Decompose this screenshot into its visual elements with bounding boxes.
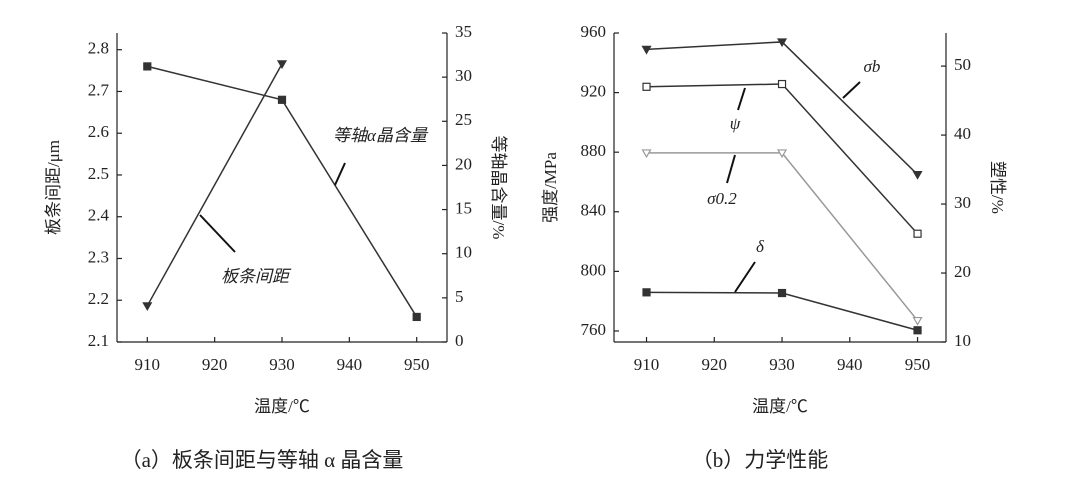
- y2-axis-label: 等轴晶含量/%: [489, 136, 508, 240]
- y-tick-label: 960: [581, 22, 607, 41]
- y-tick-label: 920: [581, 82, 607, 101]
- x-tick-label: 920: [702, 355, 728, 374]
- annotation: 板条间距: [221, 267, 292, 286]
- x-tick-label: 910: [135, 355, 161, 374]
- y-axis-label: 强度/MPa: [541, 152, 560, 223]
- marker: [777, 288, 787, 298]
- marker: [276, 60, 288, 70]
- y2-tick-label: 35: [455, 22, 472, 41]
- leader-line: [334, 162, 346, 186]
- x-tick-label: 950: [905, 355, 931, 374]
- y-tick-label: 2.8: [88, 39, 109, 58]
- caption: （a）板条间距与等轴 α 晶含量: [121, 448, 404, 472]
- x-tick-label: 940: [837, 355, 863, 374]
- x-axis-label: 温度/℃: [752, 397, 808, 416]
- annotation: σ0.2: [707, 189, 737, 208]
- y-tick-label: 760: [581, 320, 607, 339]
- marker: [776, 38, 788, 48]
- leader-line: [199, 214, 236, 253]
- marker: [913, 229, 922, 238]
- y2-tick-label: 10: [954, 331, 971, 350]
- series-line: [646, 83, 919, 235]
- x-tick-label: 940: [337, 355, 363, 374]
- marker: [642, 288, 651, 297]
- marker: [912, 170, 923, 180]
- series-line: [646, 291, 918, 331]
- series-line: [146, 63, 283, 307]
- y-tick-label: 800: [581, 260, 607, 279]
- y2-tick-label: 5: [455, 287, 464, 306]
- marker: [777, 79, 787, 89]
- x-tick-label: 930: [269, 355, 295, 374]
- annotation: ψ: [730, 114, 741, 133]
- annotation: σb: [864, 57, 881, 76]
- y-tick-label: 2.6: [88, 122, 109, 141]
- leader-line: [842, 81, 861, 99]
- leader-line: [726, 154, 736, 184]
- marker: [142, 302, 153, 312]
- marker: [277, 95, 287, 104]
- y2-tick-label: 30: [455, 66, 472, 85]
- y-tick-label: 880: [581, 141, 607, 160]
- y-tick-label: 840: [581, 201, 607, 220]
- y-tick-label: 2.5: [88, 164, 109, 183]
- y2-tick-label: 40: [954, 124, 971, 143]
- x-tick-label: 950: [404, 355, 430, 374]
- y2-tick-label: 50: [954, 55, 971, 74]
- y2-tick-label: 30: [954, 193, 971, 212]
- y2-tick-label: 0: [455, 331, 464, 350]
- y-tick-label: 2.7: [88, 80, 110, 99]
- marker: [641, 149, 652, 159]
- y2-axis-label: 塑性/%: [988, 161, 1007, 214]
- x-tick-label: 920: [202, 355, 228, 374]
- x-tick-label: 910: [634, 355, 660, 374]
- marker: [641, 45, 652, 55]
- annotation: δ: [756, 237, 765, 256]
- x-axis-label: 温度/℃: [254, 397, 310, 416]
- x-tick-label: 930: [769, 355, 795, 374]
- marker: [143, 62, 152, 71]
- y2-tick-label: 10: [455, 243, 472, 262]
- y2-tick-label: 20: [954, 262, 971, 281]
- y-tick-label: 2.4: [88, 206, 110, 225]
- y2-tick-label: 15: [455, 198, 472, 217]
- marker: [913, 326, 922, 335]
- annotation: 等轴α晶含量: [333, 126, 429, 145]
- marker: [912, 316, 923, 326]
- marker: [412, 312, 421, 322]
- marker: [642, 82, 651, 91]
- y2-tick-label: 25: [455, 110, 472, 129]
- marker: [776, 149, 788, 159]
- y2-tick-label: 20: [455, 154, 472, 173]
- y-tick-label: 2.3: [88, 247, 109, 266]
- leader-line: [734, 261, 756, 293]
- y-axis-label: 板条间距/μm: [44, 140, 63, 235]
- caption: （b）力学性能: [692, 448, 829, 472]
- y-tick-label: 2.2: [88, 289, 109, 308]
- leader-line: [737, 87, 746, 111]
- y-tick-label: 2.1: [88, 331, 109, 350]
